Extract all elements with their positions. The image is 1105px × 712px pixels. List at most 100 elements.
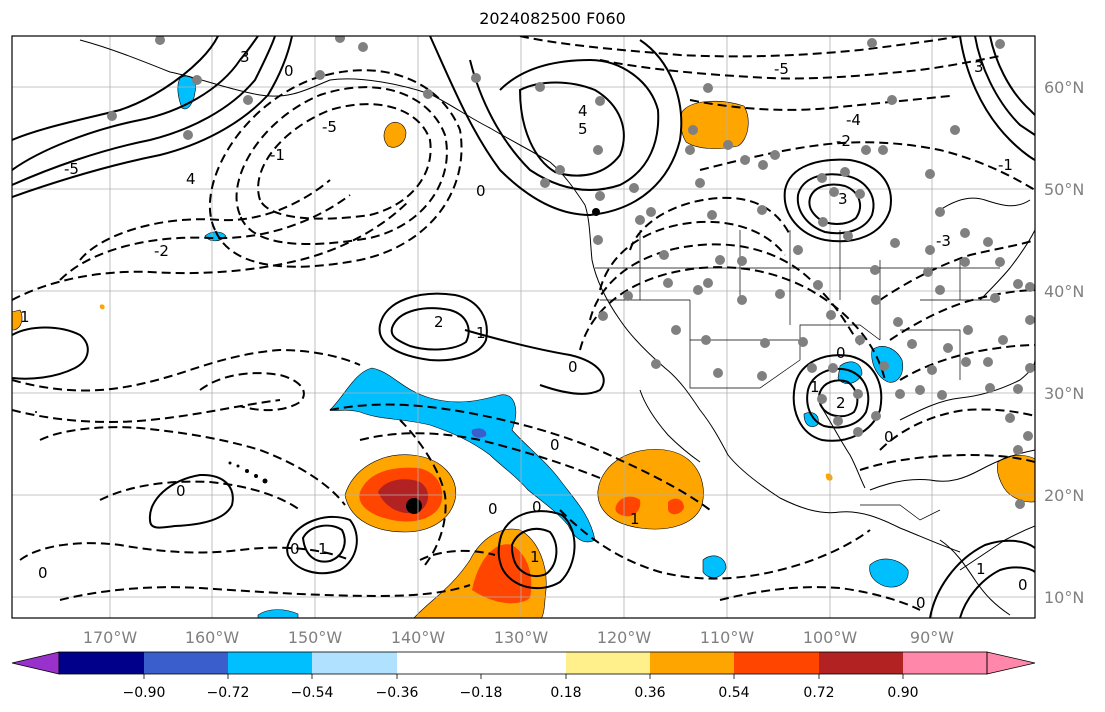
coastlines (79, 39, 1035, 616)
contour-label-group: -5 1 -5 -2 4 -1 3 0 4 5 0 -4 -2 3 -3 -5 … (20, 48, 1028, 612)
contour-label: 1 (630, 510, 640, 528)
graticule (12, 36, 1035, 618)
contour-label: 0 (1018, 576, 1028, 594)
colorbar-extend-low (11, 651, 60, 675)
contour-label: 0 (916, 594, 926, 612)
lat-tick-label: 60°N (1044, 78, 1084, 97)
contour-label: 0 (550, 436, 560, 454)
colorbar-segment (312, 652, 397, 674)
colorbar-label: 0.18 (550, 685, 581, 701)
positive-anomaly-region (825, 473, 833, 481)
lon-tick-label: 90°W (910, 628, 954, 647)
colorbar-segment (59, 652, 144, 674)
colorbar-segment (566, 652, 650, 674)
positive-anomaly-region (680, 100, 749, 149)
lat-tick-label: 30°N (1044, 384, 1084, 403)
contour-label: 5 (578, 120, 588, 138)
colorbar-segment (903, 652, 987, 674)
colorbar-label: −0.90 (123, 685, 166, 701)
contour-label: 1 (810, 378, 820, 396)
colorbar-extend-high (986, 651, 1036, 675)
contour-label: 0 (488, 500, 498, 518)
colorbar-segment (734, 652, 819, 674)
positive-anomaly-region (668, 498, 684, 515)
colorbar-segment (144, 652, 228, 674)
contour-label: 3 (838, 190, 848, 208)
colorbar-label: −0.54 (291, 685, 334, 701)
colorbar-label: −0.72 (207, 685, 250, 701)
latitude-axis: 60°N 50°N 40°N 30°N 20°N 10°N (1044, 78, 1084, 607)
contour-label: -2 (836, 132, 851, 150)
negative-anomaly-region (471, 428, 487, 438)
lon-tick-label: 120°W (597, 628, 652, 647)
contour-label: 2 (434, 313, 444, 331)
contour-label: 0 (176, 482, 186, 500)
contour-label: 1 (20, 308, 30, 326)
contour-label: 1 (530, 548, 540, 566)
lon-tick-label: 170°W (83, 628, 138, 647)
colorbar-segment (819, 652, 903, 674)
contour-label: 0 (884, 428, 894, 446)
lon-tick-label: 100°W (803, 628, 858, 647)
contour-label: -3 (936, 232, 951, 250)
longitude-axis: 170°W 160°W 150°W 140°W 130°W 120°W 110°… (83, 628, 954, 647)
positive-anomaly-region (12, 309, 23, 331)
colorbar: −0.90 −0.72 −0.54 −0.36 −0.18 0.18 0.36 … (11, 651, 1036, 701)
contour-label: 1 (476, 324, 486, 342)
colorbar-segment (228, 652, 312, 674)
lon-tick-label: 160°W (185, 628, 240, 647)
colorbar-label: 0.54 (718, 685, 749, 701)
colorbar-label: 0.90 (887, 685, 918, 701)
negative-anomaly-region (869, 558, 909, 588)
contour-label: -1 (270, 146, 285, 164)
lon-tick-label: 140°W (391, 628, 446, 647)
contour-label: -4 (846, 111, 861, 129)
colorbar-label: 0.72 (803, 685, 834, 701)
lat-tick-label: 20°N (1044, 486, 1084, 505)
contour-label: 0 (284, 62, 294, 80)
contour-label: 2 (836, 394, 846, 412)
lat-tick-label: 50°N (1044, 180, 1084, 199)
negative-anomaly-region (702, 555, 727, 578)
colorbar-segment (650, 652, 734, 674)
positive-anomaly-region (472, 544, 532, 604)
contour-label: 0 (568, 358, 578, 376)
lon-tick-label: 130°W (494, 628, 549, 647)
positive-anomaly-region (99, 304, 105, 310)
positive-anomaly-region (615, 496, 641, 517)
lat-tick-label: 40°N (1044, 282, 1084, 301)
positive-contours (12, 36, 1035, 618)
contour-label: -5 (322, 118, 337, 136)
plot-frame (11, 35, 1036, 619)
lon-tick-label: 110°W (700, 628, 755, 647)
colorbar-label: −0.18 (460, 685, 503, 701)
map-title: 2024082500 F060 (479, 9, 626, 28)
contour-label: 0 (290, 540, 300, 558)
contour-label: 3 (974, 58, 984, 76)
contour-label: 1 (976, 560, 986, 578)
contour-label: 4 (186, 170, 196, 188)
plot-area (12, 36, 1035, 618)
contour-label: -1 (998, 156, 1013, 174)
negative-contours (12, 36, 1035, 611)
contour-label: -2 (154, 242, 169, 260)
contour-label: 0 (532, 498, 542, 516)
colorbar-segment (481, 652, 566, 674)
contour-label: 3 (240, 48, 250, 66)
positive-anomaly-region (406, 498, 422, 514)
contour-label: 4 (578, 102, 588, 120)
contour-label: 0 (836, 344, 846, 362)
lat-tick-label: 10°N (1044, 588, 1084, 607)
contour-label: 0 (476, 182, 486, 200)
colorbar-frame (58, 651, 988, 675)
contour-label: -5 (774, 60, 789, 78)
station-markers (107, 36, 1035, 509)
colorbar-label: 0.36 (634, 685, 665, 701)
contour-label: 0 (38, 564, 48, 582)
colorbar-segment (397, 652, 481, 674)
negative-anomaly-region (257, 609, 299, 618)
contour-label: 1 (318, 540, 328, 558)
positive-anomaly-region (383, 121, 407, 148)
colorbar-label: −0.36 (376, 685, 419, 701)
